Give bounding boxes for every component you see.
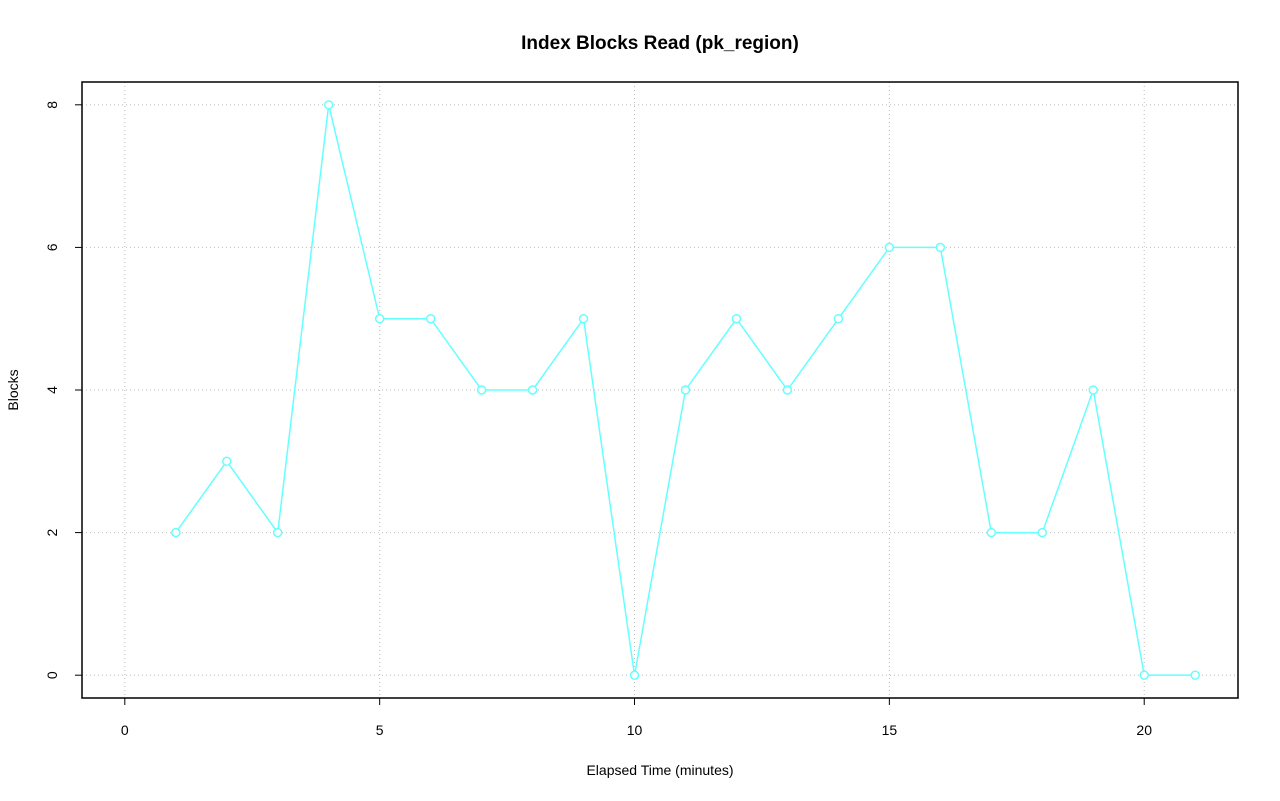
data-point bbox=[425, 313, 436, 324]
chart-title: Index Blocks Read (pk_region) bbox=[521, 33, 799, 54]
data-point bbox=[171, 527, 181, 538]
data-point bbox=[476, 385, 487, 395]
y-tick-label: 8 bbox=[44, 101, 60, 109]
y-tick-label: 6 bbox=[44, 243, 60, 251]
y-tick-label: 0 bbox=[44, 671, 60, 679]
data-point bbox=[1088, 385, 1098, 395]
x-tick-label: 0 bbox=[121, 722, 129, 738]
data-point bbox=[731, 313, 742, 324]
data-point bbox=[986, 527, 997, 538]
data-point bbox=[680, 385, 691, 395]
y-tick-label: 4 bbox=[44, 386, 60, 394]
data-point bbox=[323, 100, 334, 110]
x-axis-title: Elapsed Time (minutes) bbox=[586, 762, 733, 778]
data-point bbox=[527, 385, 538, 395]
data-point bbox=[1190, 670, 1200, 680]
data-point bbox=[833, 313, 844, 324]
x-tick-label: 20 bbox=[1136, 722, 1152, 738]
y-axis-title: Blocks bbox=[5, 369, 21, 410]
x-tick-label: 10 bbox=[627, 722, 643, 738]
x-tick-label: 15 bbox=[882, 722, 898, 738]
data-point bbox=[782, 385, 793, 395]
data-point bbox=[884, 242, 895, 253]
data-point bbox=[1037, 527, 1048, 538]
data-point bbox=[629, 670, 640, 680]
y-tick-label: 2 bbox=[44, 528, 60, 536]
data-point bbox=[935, 242, 946, 253]
x-tick-label: 5 bbox=[376, 722, 384, 738]
data-point bbox=[1139, 670, 1149, 680]
data-point bbox=[272, 527, 283, 538]
data-point bbox=[222, 456, 232, 467]
data-point bbox=[578, 313, 589, 324]
data-point bbox=[374, 313, 385, 324]
plot-frame bbox=[81, 81, 1239, 699]
